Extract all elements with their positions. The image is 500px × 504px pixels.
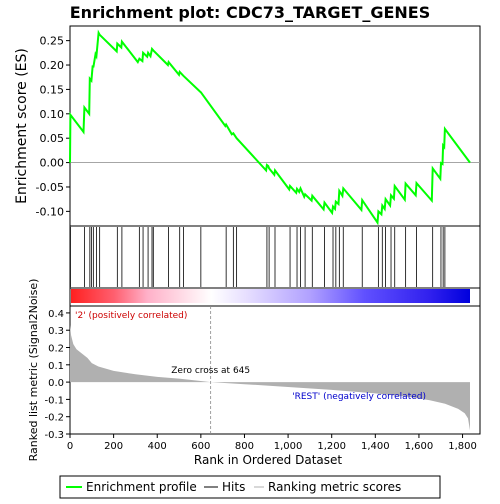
es-y-tick-label: -0.10 [36, 205, 64, 218]
metric-panel-frame [69, 305, 481, 435]
x-tick-label: 1,800 [448, 441, 477, 452]
es-y-tick-label: 0.15 [40, 83, 65, 96]
x-tick-label: 1,000 [274, 441, 303, 452]
es-y-tick-label: -0.05 [36, 181, 64, 194]
legend-entry-ranking-metric: Ranking metric scores [254, 480, 401, 494]
x-tick-label: 400 [148, 441, 167, 452]
metric-y-tick-label: 0.4 [48, 309, 64, 320]
legend-entry-hits: Hits [204, 480, 245, 494]
metric-y-tick-label: 0.0 [48, 378, 64, 389]
es-y-axis-label: Enrichment score (ES) [14, 48, 30, 204]
chart-title: Enrichment plot: CDC73_TARGET_GENES [70, 3, 431, 22]
es-y-axis: -0.10 -0.05 0.00 0.05 0.10 0.15 0.20 0.25 [36, 35, 70, 218]
x-tick-label: 1,600 [405, 441, 434, 452]
metric-y-axis: -0.3 -0.2 -0.1 0.0 0.1 0.2 0.3 0.4 [44, 309, 70, 441]
metric-y-tick-label: 0.2 [48, 344, 64, 355]
ranking-gradient-bar [71, 289, 470, 303]
x-tick-label: 800 [235, 441, 254, 452]
legend-box [59, 475, 441, 499]
legend-label-hits: Hits [222, 480, 245, 494]
x-axis-label: Rank in Ordered Dataset [194, 453, 342, 467]
metric-y-tick-label: -0.3 [44, 430, 64, 441]
es-y-tick-label: 0.05 [40, 132, 65, 145]
x-tick-label: 1,400 [361, 441, 390, 452]
metric-y-axis-label: Ranked list metric (Signal2Noise) [27, 279, 40, 462]
zero-cross-label: Zero cross at 645 [171, 366, 250, 376]
x-tick-label: 1,200 [317, 441, 346, 452]
x-tick-label: 200 [104, 441, 123, 452]
x-tick-label: 0 [67, 441, 73, 452]
x-axis: 0 200 400 600 800 1,000 1,200 1,400 1,600 1,800 [67, 434, 477, 452]
pos-correlated-label: '2' (positively correlated) [75, 311, 187, 321]
enrichment-profile-line [69, 29, 471, 226]
es-y-tick-label: 0.20 [40, 59, 65, 72]
metric-y-tick-label: -0.2 [44, 413, 64, 424]
es-y-tick-label: 0.10 [40, 108, 65, 121]
metric-y-tick-label: 0.3 [48, 326, 64, 337]
es-panel-frame [69, 25, 481, 227]
metric-y-tick-label: 0.1 [48, 361, 64, 372]
neg-correlated-label: 'REST' (negatively correlated) [292, 392, 426, 402]
metric-y-tick-label: -0.1 [44, 395, 64, 406]
es-plot-area [69, 29, 480, 226]
ranking-metric-area [70, 325, 470, 431]
x-tick-label: 600 [191, 441, 210, 452]
es-y-tick-label: 0.25 [40, 35, 65, 48]
metric-plot-area [70, 306, 470, 434]
es-y-tick-label: 0.00 [40, 157, 65, 170]
hits-lines [70, 227, 446, 287]
legend-entry-enrichment-profile: Enrichment profile [66, 480, 197, 494]
legend-label-enrichment: Enrichment profile [86, 480, 197, 494]
legend-label-metric: Ranking metric scores [268, 480, 401, 494]
